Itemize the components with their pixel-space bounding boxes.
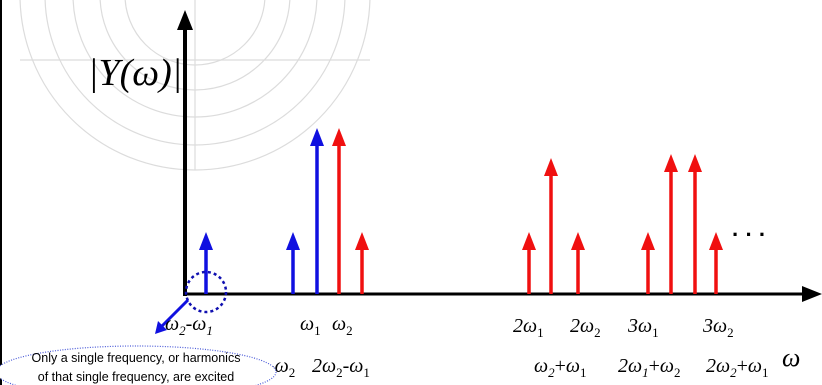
line-2w1-plus-w2 bbox=[664, 154, 678, 294]
x-axis-label: ω bbox=[782, 343, 800, 372]
pointer-arrowhead bbox=[155, 321, 167, 334]
line-3w2-head bbox=[688, 154, 702, 172]
line-2w1-plus-w2-head bbox=[664, 154, 678, 172]
line-w1-head bbox=[310, 128, 324, 146]
highlight-circle bbox=[184, 270, 228, 314]
line-2w1-head bbox=[544, 158, 558, 176]
label-w1: ω1 bbox=[300, 313, 321, 338]
y-axis-label: |Y(ω)| bbox=[88, 52, 182, 94]
line-w1-minus-w2-a bbox=[286, 232, 300, 294]
label-w2-plus-w1: ω2+ω1 bbox=[534, 355, 587, 380]
label-3w1: 3ω1 bbox=[627, 315, 659, 340]
label-2w2: 2ω2 bbox=[570, 315, 601, 340]
line-w2-minus-w1-head bbox=[199, 232, 213, 250]
line-2w2 bbox=[571, 232, 585, 294]
label-2w2-minus-w1: 2ω2-ω1 bbox=[312, 355, 370, 380]
line-2w2-head bbox=[571, 232, 585, 250]
label-2w1-plus-w2: 2ω1+ω2 bbox=[618, 355, 681, 380]
label-2w2-plus-w1: 2ω2+ω1 bbox=[706, 355, 769, 380]
note-ellipse bbox=[0, 345, 277, 385]
line-3w2 bbox=[688, 154, 702, 294]
watermark-rings bbox=[19, 0, 371, 171]
line-2w2-minus-w1-head bbox=[355, 232, 369, 250]
line-3w1 bbox=[641, 232, 655, 294]
line-w1 bbox=[310, 128, 324, 294]
line-2w2-plus-w1 bbox=[709, 232, 723, 294]
x-axis-arrowhead bbox=[802, 286, 822, 302]
label-2w1: 2ω1 bbox=[513, 315, 544, 340]
note-line1: Only a single frequency, or harmonics bbox=[32, 351, 241, 365]
label-3w2: 3ω2 bbox=[702, 315, 734, 340]
spectral-lines bbox=[199, 128, 723, 294]
line-w2-plus-w1-a-head bbox=[522, 232, 536, 250]
note-callout: Only a single frequency, or harmonics of… bbox=[0, 345, 277, 385]
note-line2: of that single frequency, are excited bbox=[38, 370, 234, 384]
line-2w2-plus-w1-head bbox=[709, 232, 723, 250]
line-w2-plus-w1-a bbox=[522, 232, 536, 294]
line-w2-head bbox=[332, 128, 346, 146]
line-w2 bbox=[332, 128, 346, 294]
pointer-arrow bbox=[158, 298, 190, 330]
ellipsis: · · · bbox=[732, 222, 766, 247]
line-3w1-head bbox=[641, 232, 655, 250]
label-w2: ω2 bbox=[332, 313, 353, 338]
line-2w1 bbox=[544, 158, 558, 294]
y-axis-arrowhead bbox=[177, 10, 193, 30]
line-2w2-minus-w1 bbox=[355, 232, 369, 294]
line-w1-minus-w2-a-head bbox=[286, 232, 300, 250]
label-w2-minus-w1: ω2-ω1 bbox=[165, 313, 213, 338]
line-w2-minus-w1 bbox=[199, 232, 213, 294]
